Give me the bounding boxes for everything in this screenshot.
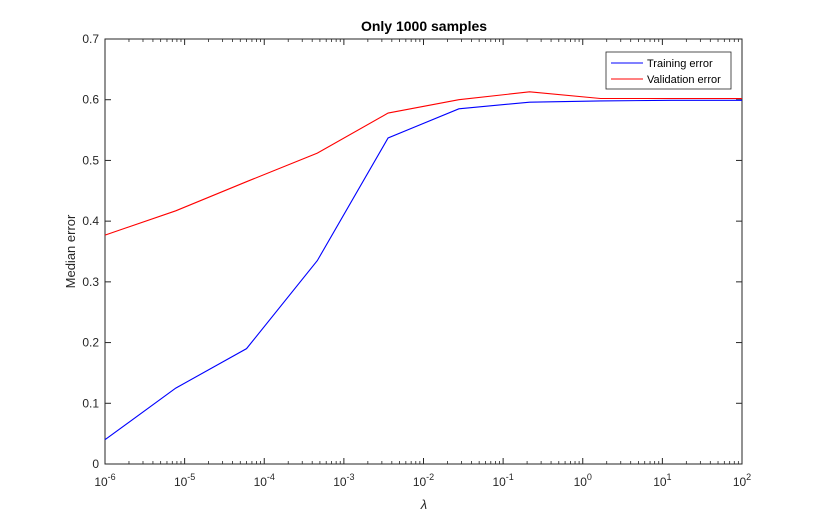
legend-label-validation: Validation error: [647, 74, 721, 86]
x-tick-label: 10-6: [94, 472, 115, 489]
x-tick-base: 10: [733, 475, 747, 489]
plot-area: [104, 38, 743, 465]
legend: Training error Validation error: [605, 51, 732, 90]
x-tick-base: 10: [174, 475, 188, 489]
x-tick-label: 100: [574, 472, 592, 489]
y-tick-label: 0.6: [82, 93, 99, 107]
x-tick-label: 10-2: [413, 472, 434, 489]
x-tick-label: 102: [733, 472, 751, 489]
x-tick-base: 10: [413, 475, 427, 489]
x-tick-exponent: -3: [347, 472, 355, 482]
y-axis: 0 0.1 0.2 0.3 0.4 0.5 0.6 0.7: [82, 32, 742, 471]
x-tick-base: 10: [492, 475, 506, 489]
legend-box: [605, 51, 732, 90]
x-tick-exponent: -1: [506, 472, 514, 482]
x-tick-label: 101: [653, 472, 671, 489]
x-tick-exponent: 1: [667, 472, 672, 482]
x-tick-exponent: 2: [746, 472, 751, 482]
x-tick-label: 10-3: [333, 472, 354, 489]
x-tick-base: 10: [333, 475, 347, 489]
x-tick-label: 10-4: [254, 472, 275, 489]
x-tick-exponent: -5: [187, 472, 195, 482]
y-tick-label: 0.7: [82, 32, 99, 46]
y-tick-label: 0: [92, 457, 99, 471]
x-tick-base: 10: [574, 475, 588, 489]
x-minor-ticks: [128, 39, 739, 464]
series-layer: [104, 91, 742, 441]
y-tick-label: 0.5: [82, 153, 99, 167]
series-line-validation-error: [104, 91, 742, 236]
x-tick-base: 10: [254, 475, 268, 489]
y-tick-label: 0.3: [82, 275, 99, 289]
x-tick-label: 10-5: [174, 472, 195, 489]
x-tick-exponent: -4: [267, 472, 275, 482]
x-tick-exponent: -2: [426, 472, 434, 482]
x-axis-title: λ: [420, 497, 427, 512]
x-tick-base: 10: [94, 475, 108, 489]
y-tick-label: 0.1: [82, 396, 99, 410]
x-tick-exponent: 0: [587, 472, 592, 482]
x-tick-exponent: -6: [108, 472, 116, 482]
x-tick-label: 10-1: [492, 472, 513, 489]
y-axis-title: Median error: [63, 214, 78, 288]
series-line-training-error: [104, 99, 742, 441]
y-tick-label: 0.2: [82, 336, 99, 350]
x-axis: 10-6 10-5 10-4 10-3 10-2 10-1 100 101 102: [94, 39, 751, 489]
chart-title: Only 1000 samples: [361, 18, 487, 34]
y-tick-label: 0.4: [82, 214, 99, 228]
x-tick-base: 10: [653, 475, 667, 489]
legend-label-training: Training error: [647, 58, 713, 70]
